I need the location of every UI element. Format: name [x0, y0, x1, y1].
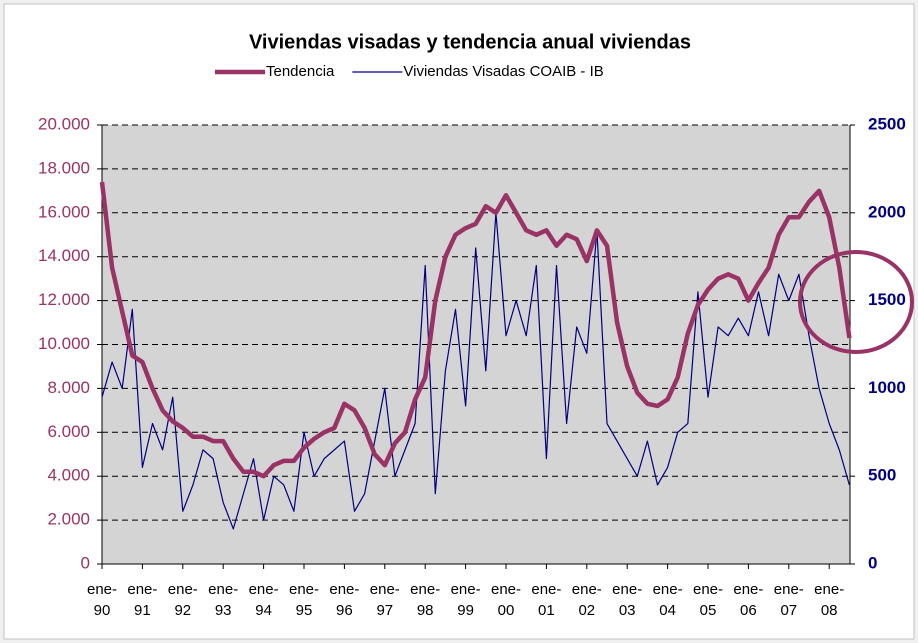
y2-tick-label: 1500: [868, 290, 906, 309]
y-tick-label: 2.000: [47, 510, 90, 529]
y2-tick-label: 500: [868, 466, 896, 485]
x-tick-label: ene-93: [208, 581, 238, 619]
x-tick-label: ene-97: [370, 581, 400, 619]
y-tick-label: 0: [81, 553, 90, 572]
x-tick-label: ene-04: [653, 581, 683, 619]
y2-tick-label: 2000: [868, 202, 906, 221]
x-tick-label: ene-02: [572, 581, 602, 619]
y-tick-label: 20.000: [38, 114, 90, 133]
x-tick-label: ene-95: [289, 581, 319, 619]
x-tick-label: ene-94: [249, 581, 279, 619]
y2-tick-label: 1000: [868, 378, 906, 397]
x-tick-label: ene-91: [127, 581, 157, 619]
y-tick-label: 18.000: [38, 158, 90, 177]
x-tick-label: ene-05: [693, 581, 723, 619]
x-tick-label: ene-90: [87, 581, 117, 619]
legend-label: Tendencia: [266, 63, 335, 80]
legend-label: Viviendas Visadas COAIB - IB: [403, 63, 603, 80]
y-tick-label: 12.000: [38, 290, 90, 309]
x-tick-label: ene-98: [410, 581, 440, 619]
y-tick-label: 16.000: [38, 202, 90, 221]
y-tick-label: 8.000: [47, 378, 90, 397]
x-tick-label: ene-96: [329, 581, 359, 619]
y-tick-label: 6.000: [47, 422, 90, 441]
series-line: [101, 212, 850, 530]
x-tick-label: ene-99: [451, 581, 481, 619]
x-tick-label: ene-03: [612, 581, 642, 619]
highlight-circle: [798, 250, 914, 354]
y2-tick-label: 0: [868, 553, 877, 572]
x-tick-label: ene-92: [168, 581, 198, 619]
y-tick-label: 4.000: [47, 466, 90, 485]
x-tick-label: ene-08: [814, 581, 844, 619]
x-tick-label: ene-01: [531, 581, 561, 619]
x-tick-label: ene-07: [774, 581, 804, 619]
chart-title: Viviendas visadas y tendencia anual vivi…: [249, 31, 691, 53]
x-tick-label: ene-00: [491, 581, 521, 619]
y-tick-label: 10.000: [38, 334, 90, 353]
y-tick-label: 14.000: [38, 246, 90, 265]
x-tick-label: ene-06: [733, 581, 763, 619]
y2-tick-label: 2500: [868, 114, 906, 133]
series-line: [99, 181, 852, 479]
